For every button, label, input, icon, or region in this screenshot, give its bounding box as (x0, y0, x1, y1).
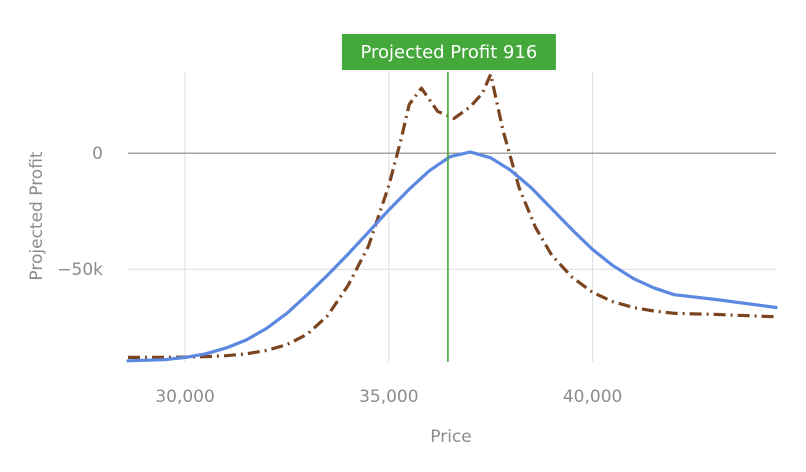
marker-badge (341, 34, 556, 70)
x-tick-label: 30,000 (155, 387, 214, 407)
projected-profit-marker: Projected Profit 916 (341, 34, 556, 362)
x-tick-label: 40,000 (563, 387, 622, 407)
marker-label: Projected Profit 916 (361, 42, 538, 63)
y-tick-label: 0 (92, 144, 103, 164)
y-tick-label: −50k (57, 260, 103, 280)
series-line-dashdot (128, 72, 777, 359)
x-axis-title: Price (430, 427, 471, 447)
x-tick-label: 35,000 (359, 387, 418, 407)
series-line-solid (126, 150, 778, 363)
x-tick-labels: 30,000 35,000 40,000 (155, 387, 622, 407)
y-tick-labels: 0 −50k (57, 144, 103, 280)
series-layer (126, 72, 778, 363)
grid (128, 72, 776, 362)
y-axis-title: Projected Profit (27, 151, 47, 280)
